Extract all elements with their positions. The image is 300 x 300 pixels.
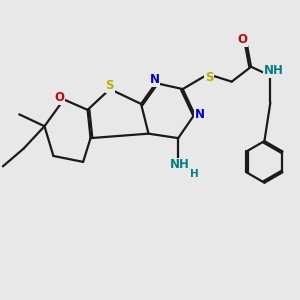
Text: N: N [195,108,205,121]
Text: O: O [237,33,247,46]
Text: S: S [205,71,214,84]
Text: O: O [54,92,64,104]
Text: NH: NH [263,64,283,77]
Text: NH: NH [170,158,190,171]
Text: N: N [149,73,160,86]
Text: H: H [190,169,199,179]
Text: S: S [106,79,114,92]
